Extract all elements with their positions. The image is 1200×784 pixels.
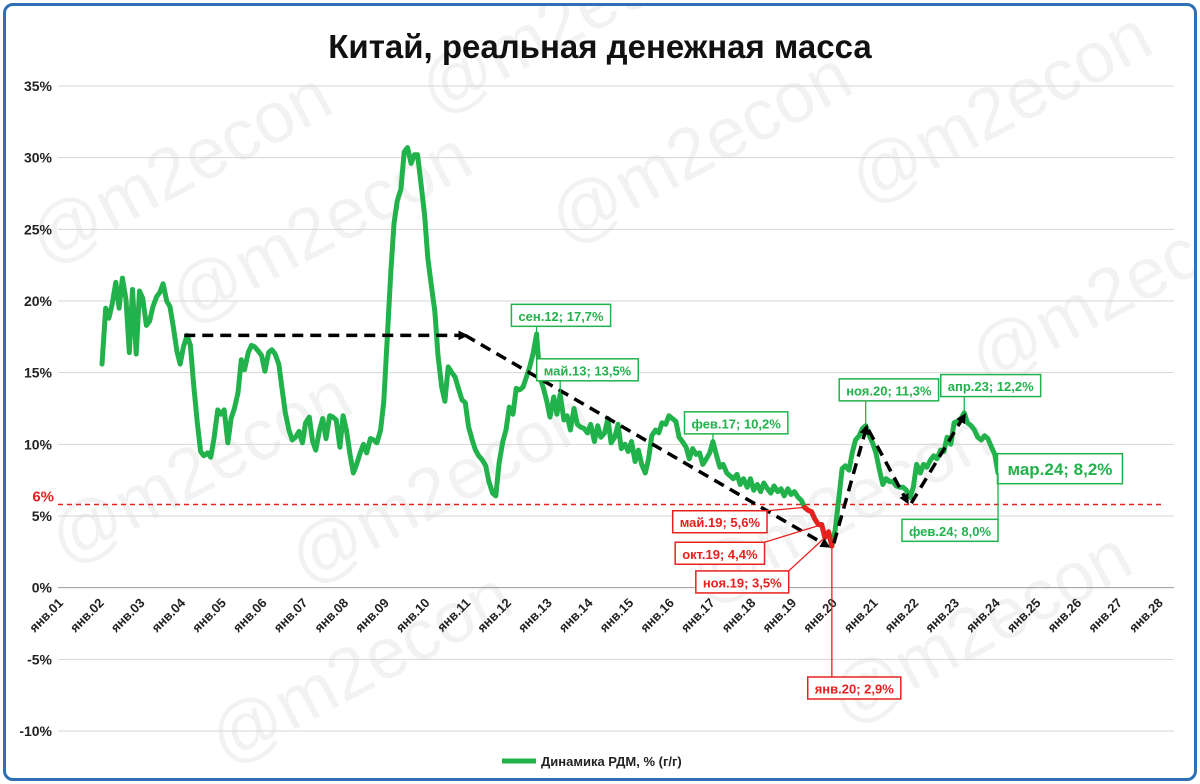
y-tick-label: -10% — [19, 723, 52, 739]
y-tick-label: 25% — [24, 221, 53, 237]
x-tick-label: янв.16 — [637, 595, 677, 635]
y-tick-label: 15% — [24, 365, 53, 381]
x-tick-label: янв.01 — [26, 595, 66, 635]
x-tick-label: янв.03 — [108, 595, 148, 635]
watermark: @m2econ — [836, 6, 1164, 220]
series-layer — [99, 145, 1005, 549]
line-chart: @m2econ@m2econ@m2econ @m2econ@m2econ@m2ec… — [16, 6, 1194, 778]
data-label-text: янв.20; 2,9% — [815, 682, 895, 697]
data-label-text: фев.17; 10,2% — [691, 416, 781, 431]
data-label: фев.24; 8,0% — [901, 472, 999, 543]
data-label: фев.17; 10,2% — [683, 411, 789, 442]
data-label-box — [510, 303, 612, 328]
data-label-text: фев.24; 8,0% — [909, 524, 992, 539]
x-tick-label: янв.21 — [841, 595, 881, 635]
x-tick-label: янв.07 — [271, 595, 311, 635]
data-label: май.19; 5,6% — [671, 506, 805, 534]
y-tick-label: 0% — [32, 580, 53, 596]
data-label-box — [671, 509, 768, 534]
data-label: апр.23; 12,2% — [940, 373, 1042, 413]
x-tick-label: янв.05 — [189, 595, 229, 635]
data-label-box — [683, 411, 789, 435]
x-tick-label: янв.19 — [759, 595, 799, 635]
x-tick-label: янв.04 — [148, 595, 188, 635]
data-label: сен.12; 17,7% — [510, 303, 612, 334]
legend: Динамика РДМ, % (г/г) — [502, 754, 682, 769]
trend-arrow — [832, 424, 870, 544]
data-label-box — [901, 518, 999, 543]
data-label-text: ноя.20; 11,3% — [846, 383, 932, 398]
data-label-box — [996, 452, 1124, 485]
data-label: мар.24; 8,2% — [996, 452, 1124, 485]
data-label-text: май.13; 13,5% — [544, 363, 632, 378]
y-tick-label: 30% — [24, 150, 53, 166]
data-label-text: мар.24; 8,2% — [1007, 460, 1112, 479]
series-highlight-segment — [802, 504, 835, 549]
y-tick-label: -5% — [27, 651, 52, 667]
x-tick-label: янв.02 — [67, 595, 107, 635]
data-label: май.13; 13,5% — [535, 358, 640, 395]
threshold-label: 6% — [32, 489, 54, 506]
annotations: сен.12; 17,7% май.13; 13,5% фев.17; 10,2% н… — [510, 303, 1124, 700]
threshold-layer: 6% — [32, 489, 1161, 506]
data-label: окт.19; 4,4% — [674, 523, 822, 566]
data-label: ноя.20; 11,3% — [838, 378, 940, 426]
data-label-text: сен.12; 17,7% — [518, 309, 604, 324]
chart-frame: @m2econ @m2econ @m2econ @m2econ @m2econ @m2ec… — [3, 3, 1197, 781]
data-label-box — [838, 378, 940, 402]
data-label-box — [695, 570, 790, 594]
y-tick-label: 5% — [32, 508, 53, 524]
x-tick-label: янв.13 — [515, 595, 555, 635]
x-tick-label: янв.15 — [596, 595, 636, 635]
x-tick-label: янв.20 — [800, 595, 840, 635]
x-tick-label: янв.14 — [556, 595, 596, 635]
data-label: янв.20; 2,9% — [806, 546, 902, 700]
y-tick-label: 20% — [24, 293, 53, 309]
data-label-text: ноя.19; 3,5% — [703, 575, 782, 590]
data-label-text: апр.23; 12,2% — [948, 379, 1034, 394]
watermark: @m2econ — [536, 35, 864, 260]
leader-line — [766, 506, 805, 512]
watermark: @m2econ — [196, 555, 524, 778]
data-label-box — [674, 541, 766, 566]
chart-title: Китай, реальная денежная масса — [328, 28, 872, 65]
y-tick-label: 10% — [24, 436, 53, 452]
series-line — [99, 145, 1005, 549]
leader-line — [764, 523, 822, 543]
data-label-box — [940, 373, 1042, 398]
y-axis: -10% -5% 0% 5% 10% 15% 20% 25% 30% 35% — [19, 78, 52, 739]
data-label-box — [535, 358, 640, 382]
data-label-box — [806, 676, 902, 700]
watermark: @m2econ — [956, 175, 1194, 400]
x-tick-label: янв.06 — [230, 595, 270, 635]
legend-entry: Динамика РДМ, % (г/г) — [541, 754, 682, 769]
data-label-text: май.19; 5,6% — [680, 515, 761, 530]
data-label-text: окт.19; 4,4% — [682, 547, 758, 562]
trend-arrow — [866, 429, 909, 505]
x-tick-label: янв.28 — [1126, 595, 1166, 635]
leader-line — [788, 537, 826, 572]
y-tick-label: 35% — [24, 78, 53, 94]
data-label: ноя.19; 3,5% — [695, 537, 826, 594]
